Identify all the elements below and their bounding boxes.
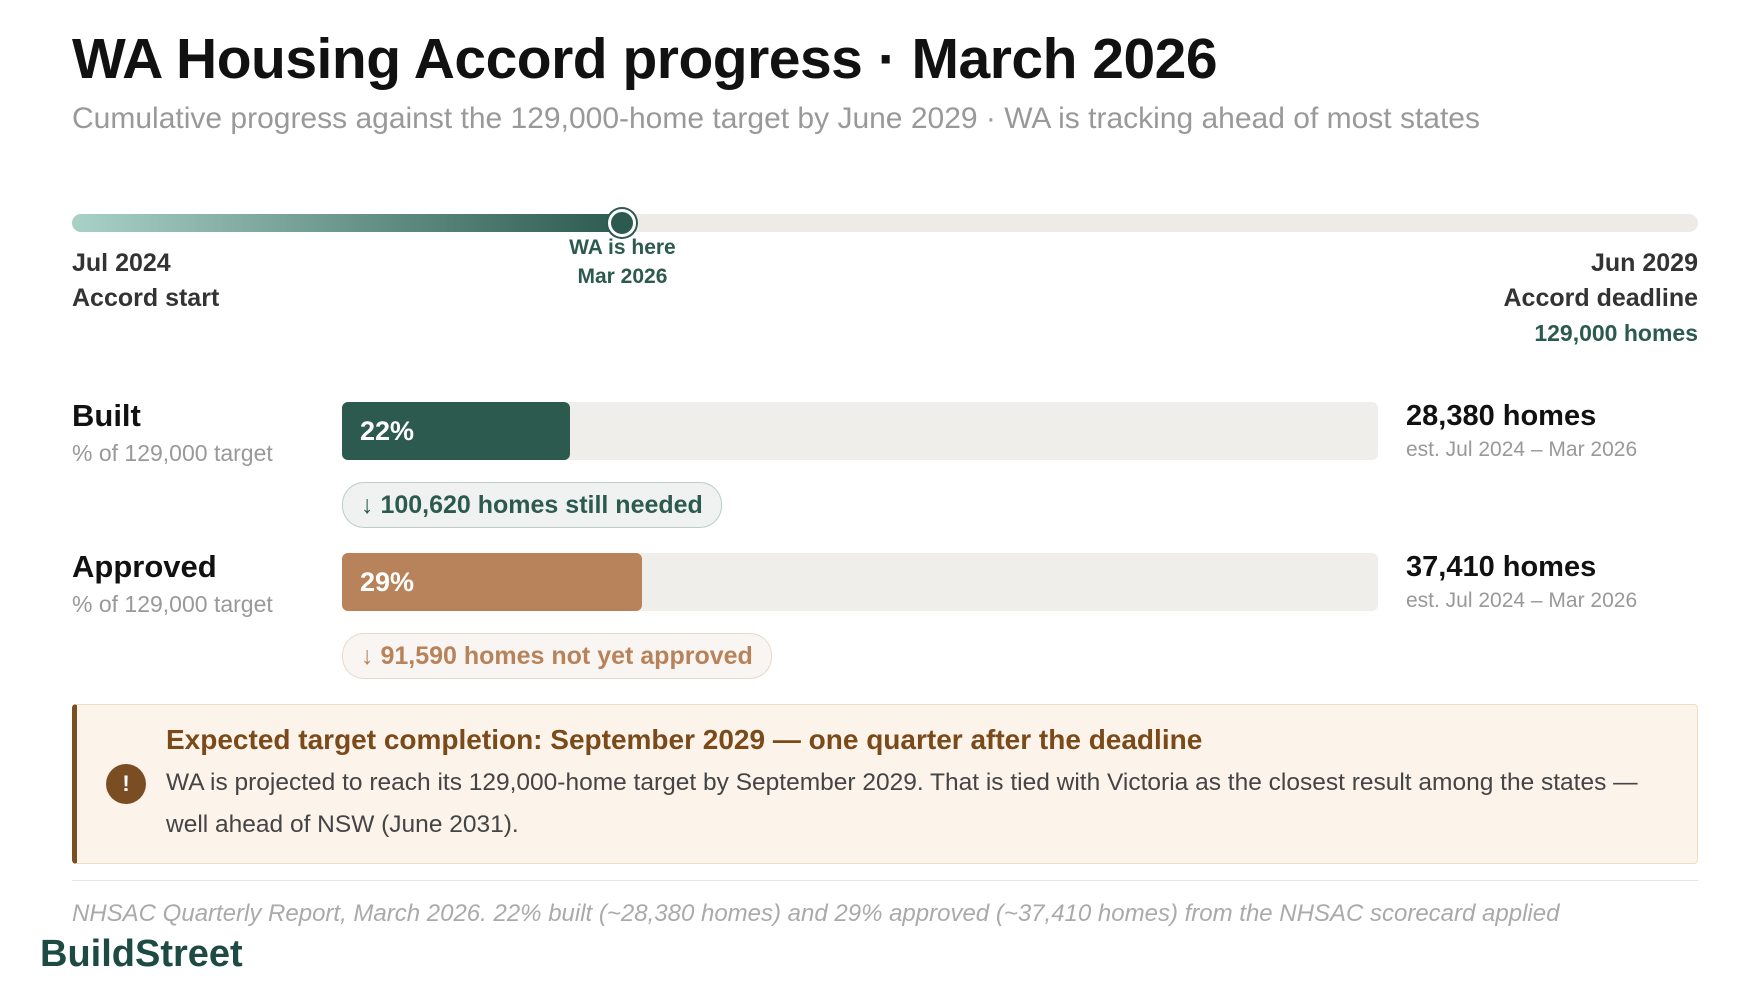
metric-name: Built xyxy=(72,398,141,433)
homes-count: 28,380 homes xyxy=(1406,400,1597,432)
timeline-end: Jun 2029 Accord deadline 129,000 homes xyxy=(1504,246,1699,351)
metric-sublabel: % of 129,000 target xyxy=(72,440,273,466)
gap-pill: ↓ 91,590 homes not yet approved xyxy=(342,633,772,679)
title: WA Housing Accord progress · March 2026 xyxy=(72,27,1218,91)
start-date: Jul 2024 xyxy=(72,249,171,277)
metric-name: Approved xyxy=(72,549,217,584)
end-label: Accord deadline xyxy=(1503,284,1699,312)
marker-text: WA is here xyxy=(569,236,676,259)
alert-icon: ! xyxy=(106,764,146,804)
divider xyxy=(72,880,1698,881)
period: est. Jul 2024 – Mar 2026 xyxy=(1406,589,1638,612)
end-date: Jun 2029 xyxy=(1590,249,1698,277)
end-target: 129,000 homes xyxy=(1534,320,1698,346)
timeline-fill xyxy=(72,214,623,232)
bar-label: 22% xyxy=(360,416,415,446)
subtitle: Cumulative progress against the 129,000-… xyxy=(72,102,1480,135)
timeline-start: Jul 2024 Accord start xyxy=(72,246,219,316)
bar xyxy=(342,402,570,460)
source-note: NHSAC Quarterly Report, March 2026. 22% … xyxy=(72,900,1560,927)
brand-logo: BuildStreet xyxy=(40,933,249,976)
marker-label: WA is here Mar 2026 xyxy=(569,233,676,291)
callout-title: Expected target completion: September 20… xyxy=(166,724,1203,755)
start-label: Accord start xyxy=(72,284,220,312)
homes-count: 37,410 homes xyxy=(1406,551,1597,583)
gap-pill: ↓ 100,620 homes still needed xyxy=(342,482,722,528)
bar xyxy=(342,553,643,611)
bar-label: 29% xyxy=(360,567,415,597)
period: est. Jul 2024 – Mar 2026 xyxy=(1406,438,1638,461)
callout-body: WA is projected to reach its 129,000-hom… xyxy=(166,769,1638,838)
marker-date: Mar 2026 xyxy=(577,265,668,288)
callout xyxy=(72,704,1698,864)
metric-sublabel: % of 129,000 target xyxy=(72,591,273,617)
timeline-marker xyxy=(608,209,637,237)
